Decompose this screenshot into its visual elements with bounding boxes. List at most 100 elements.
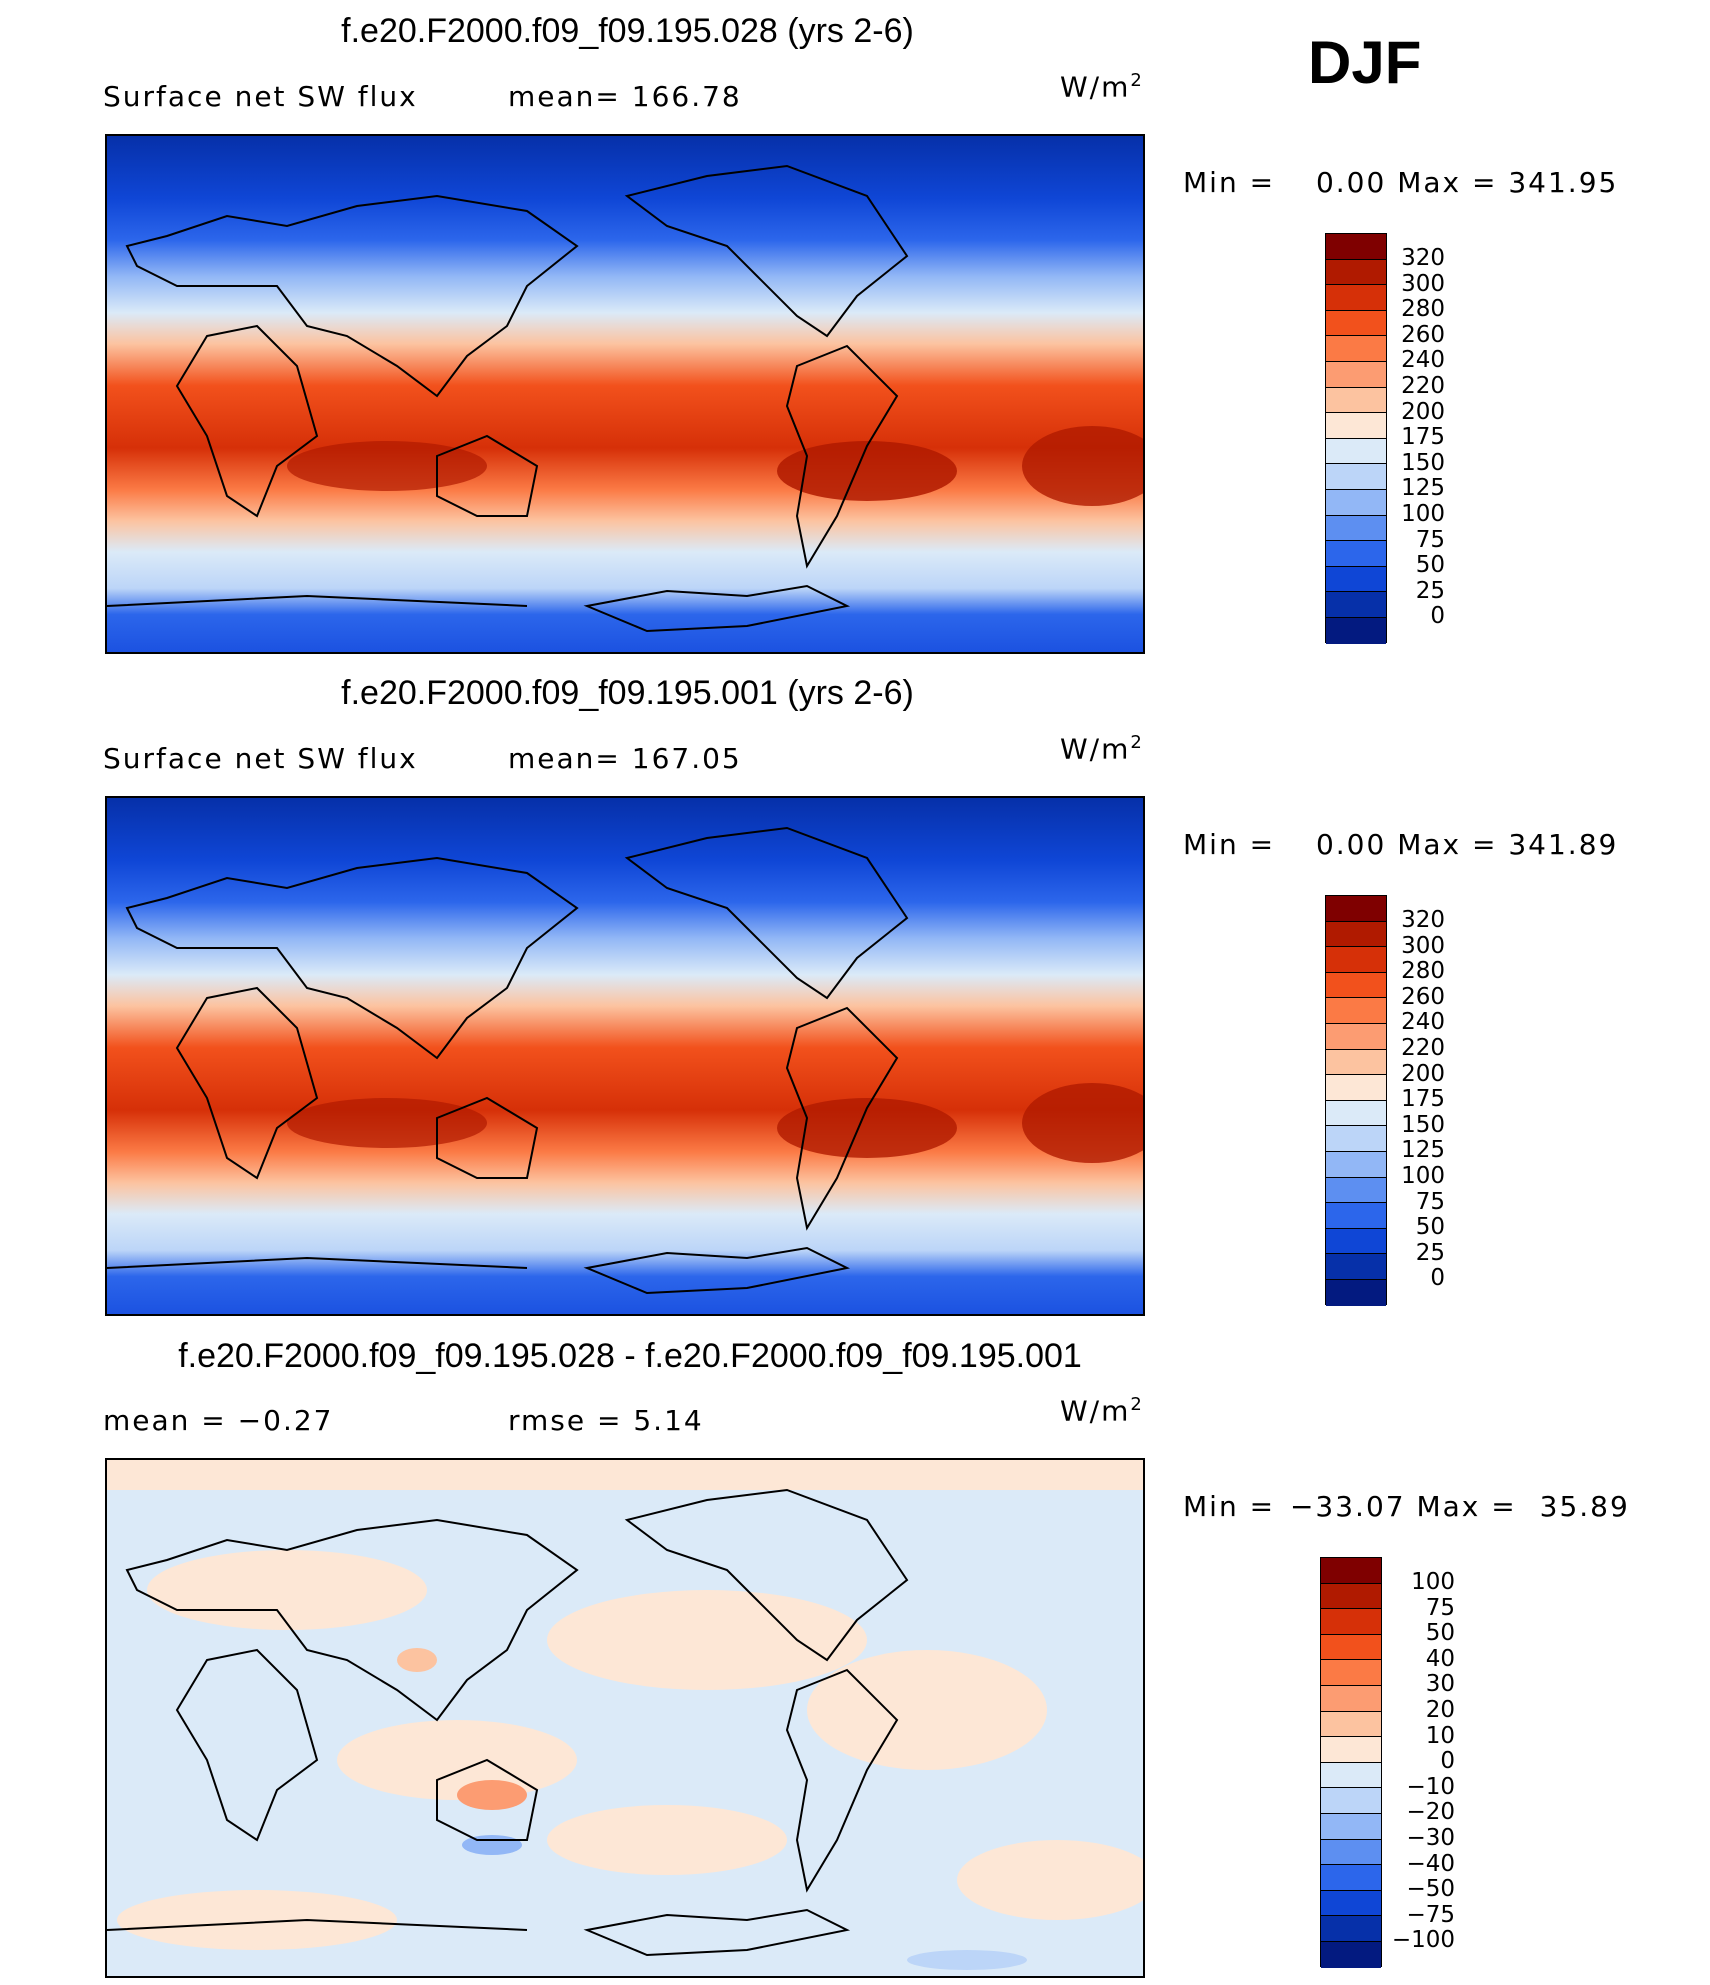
panel2-variable: Surface net SW flux bbox=[103, 742, 418, 775]
colorbar-segment bbox=[1326, 1023, 1386, 1050]
coastlines bbox=[107, 1488, 909, 1957]
flux-field bbox=[107, 798, 1143, 1314]
min-value: 0.00 bbox=[1315, 828, 1387, 861]
colorbar-tick-label: 0 bbox=[1440, 1748, 1455, 1775]
colorbar-segment bbox=[1326, 387, 1386, 414]
colorbar-tick-label: −40 bbox=[1406, 1850, 1455, 1877]
colorbar-tick-label: 220 bbox=[1401, 1034, 1445, 1061]
colorbar-segment bbox=[1321, 1609, 1381, 1635]
colorbar-segment bbox=[1326, 489, 1386, 516]
panel3-colorbar-labels: 100 75 50 40 30 20 10 0 −10 −20 −30 −40 −50 −75 −100 bbox=[1390, 1569, 1455, 1954]
panel1-colorbar bbox=[1325, 233, 1387, 644]
colorbar-tick-label: 50 bbox=[1415, 552, 1445, 579]
panel3-mean: mean = −0.27 bbox=[103, 1404, 334, 1437]
colorbar-tick-label: 100 bbox=[1401, 1162, 1445, 1189]
colorbar-tick-label: 20 bbox=[1425, 1696, 1455, 1723]
season-label: DJF bbox=[1308, 29, 1422, 96]
coastlines bbox=[107, 826, 909, 1295]
panel3-rmse: rmse = 5.14 bbox=[508, 1404, 704, 1437]
colorbar-tick-label: 75 bbox=[1425, 1594, 1455, 1621]
colorbar-tick-label: 125 bbox=[1401, 1137, 1445, 1164]
colorbar-segment bbox=[1326, 361, 1386, 388]
min-value: 0.00 bbox=[1315, 166, 1387, 199]
colorbar-segment bbox=[1326, 1228, 1386, 1255]
colorbar-segment bbox=[1326, 336, 1386, 362]
panel1-mean: mean= 166.78 bbox=[508, 80, 742, 113]
colorbar-tick-label: 240 bbox=[1401, 347, 1445, 374]
colorbar-segment bbox=[1321, 1916, 1381, 1942]
panel2-colorbar-labels: 320 300 280 260 240 220 200 175 150 125 100 75 50 25 0 bbox=[1390, 907, 1445, 1292]
colorbar-segment bbox=[1321, 1813, 1381, 1840]
min-label: Min = bbox=[1183, 828, 1276, 861]
colorbar-segment bbox=[1326, 998, 1386, 1024]
colorbar-segment bbox=[1326, 592, 1386, 618]
colorbar-tick-label: −75 bbox=[1406, 1901, 1455, 1928]
max-label: Max = bbox=[1397, 828, 1498, 861]
colorbar-tick-label: 30 bbox=[1425, 1671, 1455, 1698]
colorbar-segment bbox=[1326, 921, 1386, 948]
colorbar-segment bbox=[1321, 1865, 1381, 1891]
colorbar-segment bbox=[1326, 515, 1386, 542]
colorbar-segment bbox=[1321, 1762, 1381, 1789]
max-label: Max = bbox=[1397, 166, 1498, 199]
colorbar-tick-label: 280 bbox=[1401, 958, 1445, 985]
colorbar-segment bbox=[1321, 1788, 1381, 1814]
colorbar-tick-label: 10 bbox=[1425, 1722, 1455, 1749]
colorbar-tick-label: 175 bbox=[1401, 424, 1445, 451]
max-region-atlantic bbox=[1022, 1083, 1143, 1163]
flux-field bbox=[107, 136, 1143, 652]
panel3-units: W/m2 bbox=[1060, 1394, 1144, 1427]
max-value: 35.89 bbox=[1539, 1490, 1630, 1523]
colorbar-segment bbox=[1321, 1660, 1381, 1686]
max-region-pacific bbox=[777, 441, 957, 501]
colorbar-tick-label: −100 bbox=[1391, 1927, 1455, 1954]
panel2-units: W/m2 bbox=[1060, 732, 1144, 765]
colorbar-tick-label: 320 bbox=[1401, 907, 1445, 933]
colorbar-tick-label: 150 bbox=[1401, 1111, 1445, 1138]
panel3-map-svg bbox=[107, 1460, 1143, 1976]
panel3-title: f.e20.F2000.f09_f09.195.028 - f.e20.F200… bbox=[178, 1337, 1082, 1375]
panel1-units: W/m2 bbox=[1060, 70, 1144, 103]
colorbar-tick-label: 300 bbox=[1401, 270, 1445, 297]
colorbar-tick-label: 200 bbox=[1401, 398, 1445, 425]
colorbar-segment bbox=[1326, 1049, 1386, 1076]
diff-strong-patches bbox=[397, 1648, 1027, 1970]
panel1-title: f.e20.F2000.f09_f09.195.028 (yrs 2-6) bbox=[341, 12, 914, 50]
colorbar-segment bbox=[1326, 1177, 1386, 1204]
colorbar-tick-label: 300 bbox=[1401, 932, 1445, 959]
colorbar-tick-label: 260 bbox=[1401, 321, 1445, 348]
panel2-mean: mean= 167.05 bbox=[508, 742, 742, 775]
colorbar-segment bbox=[1326, 541, 1386, 567]
max-region-atlantic bbox=[1022, 426, 1143, 506]
panel2-minmax: Min = 0.00 Max = 341.89 bbox=[1183, 828, 1618, 861]
panel2-map bbox=[105, 796, 1145, 1316]
panel2-map-svg bbox=[107, 798, 1143, 1314]
panel2-title: f.e20.F2000.f09_f09.195.001 (yrs 2-6) bbox=[341, 674, 914, 712]
colorbar-segment bbox=[1326, 1203, 1386, 1229]
panel1-map bbox=[105, 134, 1145, 654]
units-exponent: 2 bbox=[1130, 70, 1144, 91]
colorbar-tick-label: −30 bbox=[1406, 1824, 1455, 1851]
colorbar-segment bbox=[1326, 972, 1386, 999]
max-value: 341.89 bbox=[1508, 828, 1619, 861]
colorbar-segment bbox=[1321, 1711, 1381, 1738]
colorbar-tick-label: 0 bbox=[1430, 603, 1445, 630]
colorbar-tick-label: 260 bbox=[1401, 983, 1445, 1010]
colorbar-segment bbox=[1321, 1890, 1381, 1917]
colorbar-tick-label: −20 bbox=[1406, 1799, 1455, 1826]
panel3-colorbar bbox=[1320, 1557, 1382, 1968]
colorbar-segment bbox=[1326, 947, 1386, 973]
colorbar-segment bbox=[1326, 1279, 1386, 1306]
units-text: W/m bbox=[1060, 1394, 1131, 1428]
min-value: −33.07 bbox=[1289, 1490, 1406, 1523]
colorbar-segment bbox=[1326, 1151, 1386, 1178]
colorbar-segment bbox=[1321, 1941, 1381, 1968]
colorbar-tick-label: 320 bbox=[1401, 245, 1445, 271]
colorbar-tick-label: 175 bbox=[1401, 1086, 1445, 1113]
colorbar-tick-label: 100 bbox=[1401, 500, 1445, 527]
colorbar-segment bbox=[1321, 1685, 1381, 1712]
colorbar-tick-label: 75 bbox=[1415, 526, 1445, 553]
panel2-colorbar bbox=[1325, 895, 1387, 1306]
colorbar-tick-label: −10 bbox=[1406, 1773, 1455, 1800]
min-label: Min = bbox=[1183, 1490, 1276, 1523]
